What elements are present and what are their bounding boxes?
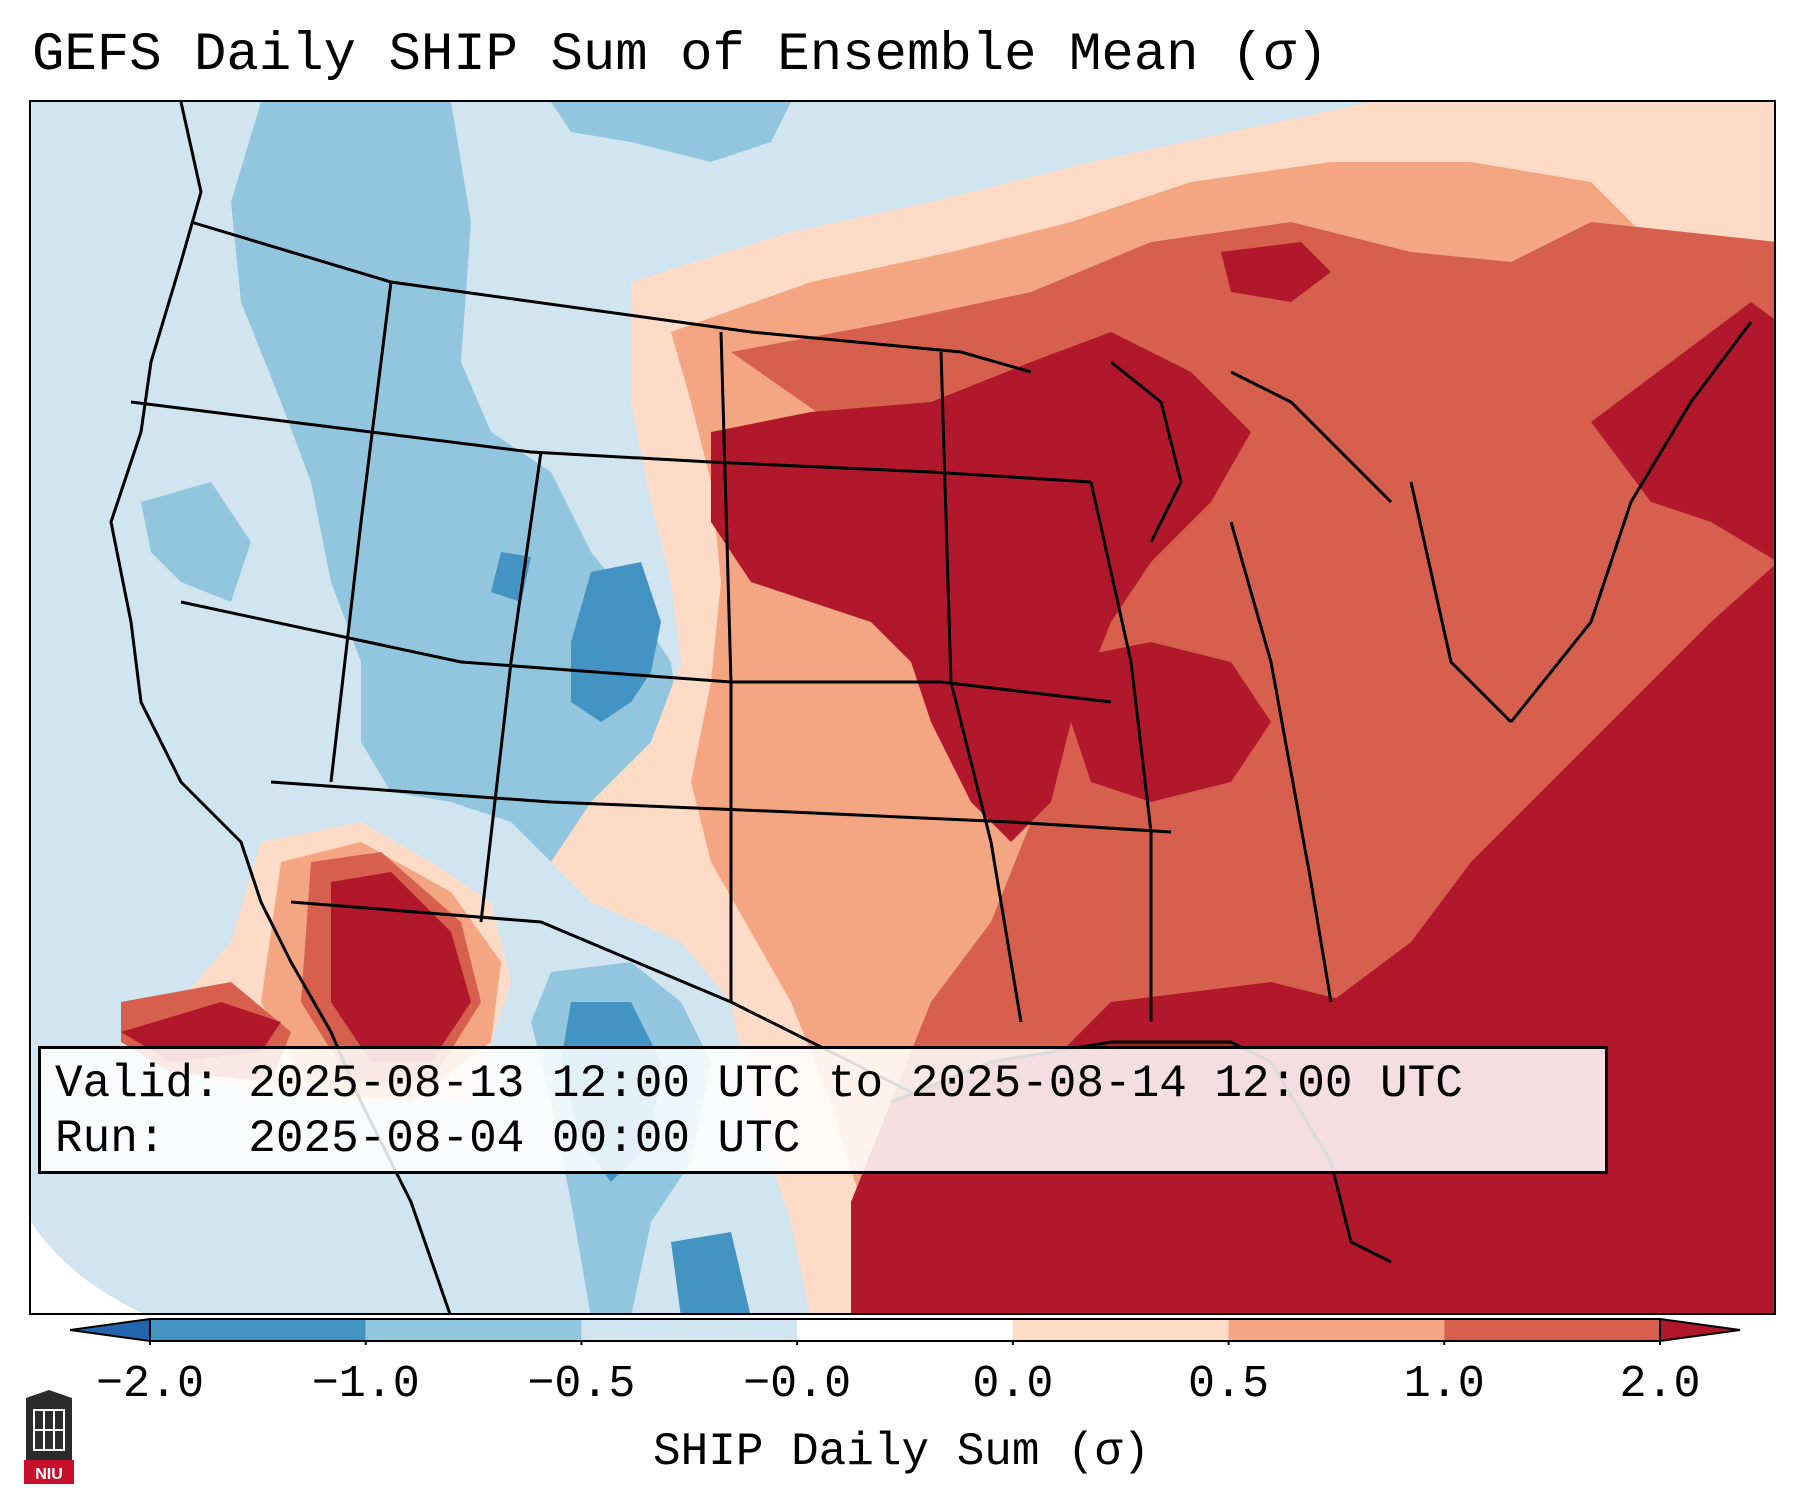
- colorbar-tick-label: 2.0: [1619, 1359, 1701, 1410]
- run-value: 2025-08-04 00:00 UTC: [248, 1113, 801, 1165]
- colorbar-extend-high: [1659, 1317, 1741, 1343]
- region-weak-negative-canada: [551, 102, 791, 162]
- colorbar-segment: [1444, 1319, 1660, 1341]
- colorbar-segment: [581, 1319, 798, 1341]
- border-row-north: [130, 400, 1092, 484]
- region-negative-south: [671, 1232, 751, 1313]
- colorbar-segment: [797, 1319, 1013, 1341]
- border-mn-ia-mo-ar: [939, 351, 1023, 1023]
- colorbar-extend-low: [70, 1317, 151, 1343]
- border-utah-colorado: [479, 451, 543, 923]
- region-negative-colorado: [571, 562, 661, 722]
- region-strong-positive-atlantic-north: [1591, 302, 1774, 560]
- colorbar-segment: [1228, 1319, 1445, 1341]
- atlantic-coastline: [1509, 321, 1753, 723]
- svg-text:NIU: NIU: [35, 1466, 63, 1483]
- us-canada-border: [190, 220, 1032, 374]
- region-strong-positive-plains: [711, 332, 1251, 842]
- valid-value: 2025-08-13 12:00 UTC to 2025-08-14 12:00…: [248, 1058, 1463, 1110]
- colorbar: [70, 1317, 1741, 1345]
- colorbar-tick-label: 1.0: [1403, 1359, 1485, 1410]
- border-oh-ga: [1229, 521, 1333, 1003]
- border-dakotas-texas: [719, 331, 733, 1002]
- region-strong-positive-ontario: [1221, 242, 1331, 302]
- colorbar-segment: [365, 1319, 582, 1341]
- colorbar-tick-label: 0.0: [972, 1359, 1054, 1410]
- region-weak-negative-rockies: [231, 102, 681, 862]
- colorbar-tick-label: −0.5: [527, 1359, 636, 1410]
- region-strong-positive-arizona: [331, 872, 471, 1062]
- colorbar-segment: [1012, 1319, 1229, 1341]
- region-strong-positive-kentucky: [1051, 642, 1271, 802]
- projection-edge-left: [31, 1222, 143, 1313]
- border-pa-va: [1409, 481, 1513, 724]
- lake-michigan: [1110, 360, 1183, 543]
- border-row-36: [270, 780, 1172, 834]
- valid-label: Valid:: [55, 1058, 221, 1110]
- border-idaho-nevada: [329, 281, 393, 783]
- colorbar-tick-label: −0.0: [743, 1359, 852, 1410]
- run-label: Run:: [55, 1113, 166, 1165]
- colorbar-tick-label: 0.5: [1188, 1359, 1270, 1410]
- colorbar-label: SHIP Daily Sum (σ): [653, 1426, 1150, 1478]
- colorbar-tick-label: −1.0: [311, 1359, 420, 1410]
- info-box: Valid: 2025-08-13 12:00 UTC to 2025-08-1…: [38, 1046, 1608, 1174]
- great-lakes-east: [1230, 370, 1393, 504]
- border-il-ms: [1089, 481, 1153, 1022]
- colorbar-tick-label: −2.0: [95, 1359, 205, 1410]
- map-title: GEFS Daily SHIP Sum of Ensemble Mean (σ): [32, 25, 1329, 86]
- colorbar-segment: [150, 1319, 366, 1341]
- niu-logo: NIU: [24, 1390, 74, 1484]
- colorbar-outline: [149, 1318, 1661, 1342]
- region-weak-negative-oregon: [141, 482, 251, 602]
